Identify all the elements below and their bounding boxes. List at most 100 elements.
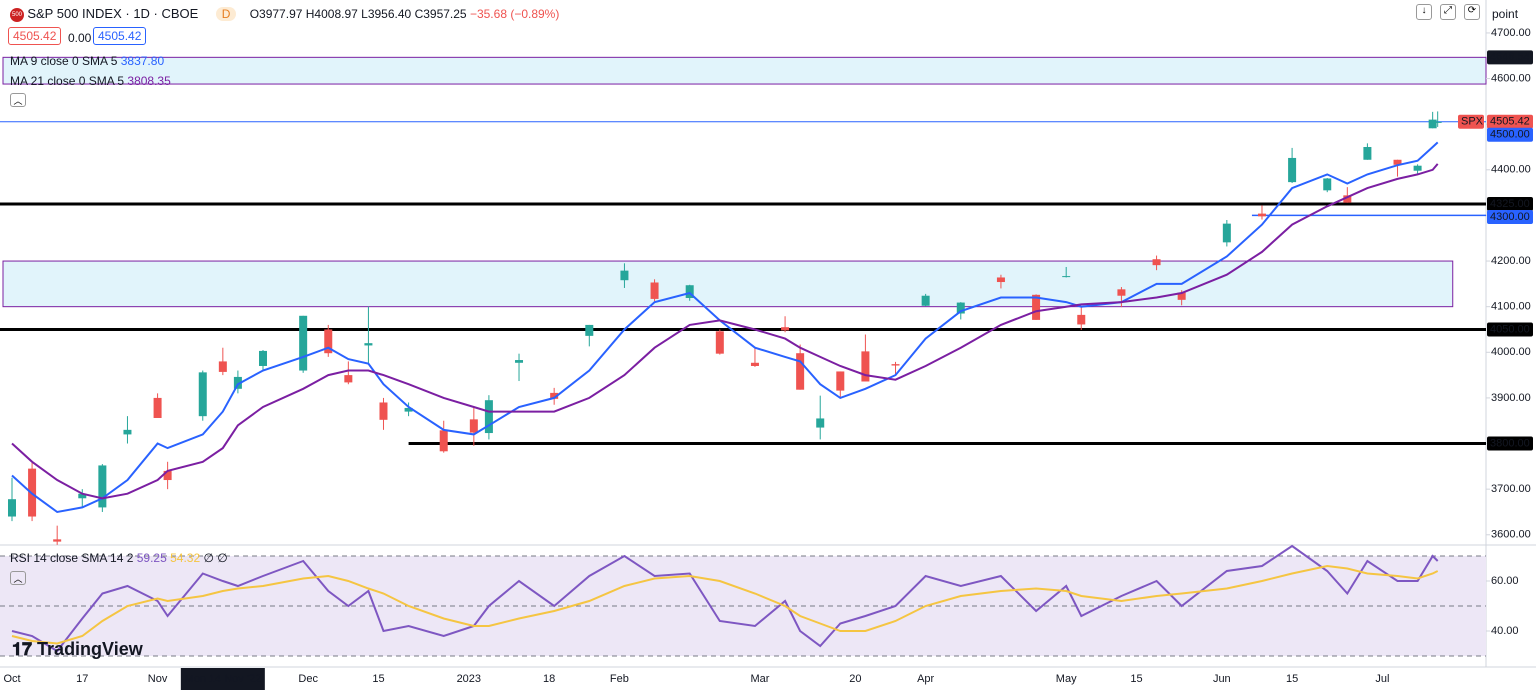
spread: 0.00 [68, 31, 92, 45]
ohlc-high: H4008.97 [305, 7, 358, 21]
candle-body [344, 375, 353, 383]
zone [2, 56, 1487, 85]
chart-title: S&P 500 INDEX · 1D · CBOE [27, 6, 199, 21]
price-tag-label: 4646.54 [1490, 51, 1530, 63]
rsi-legend: RSI 14 close SMA 14 2 59.25 54.32 ∅ ∅ [10, 551, 228, 565]
candle-body [1077, 314, 1086, 325]
candle-body [650, 282, 659, 299]
price-tag-label: 3800.00 [1490, 437, 1530, 449]
candle-body [1428, 119, 1437, 129]
ohlc-low: L3956.40 [361, 7, 412, 21]
buy-price[interactable]: 4505.42 [93, 27, 147, 45]
price-tag [1487, 127, 1533, 142]
candle-body [218, 361, 227, 372]
candle-body [715, 331, 724, 354]
ma9-label: MA 9 close 0 SMA 5 [10, 54, 118, 68]
series-line [11, 163, 1439, 500]
candle-body [1152, 259, 1161, 266]
symbol-tag [1458, 114, 1484, 129]
price-tag-label: 4325.00 [1490, 198, 1530, 210]
candle-body [515, 360, 524, 363]
y-tick-label: 4100.00 [1491, 301, 1531, 313]
price-tag-label: 4500.00 [1490, 129, 1530, 141]
ohlc-open: O3977.97 [249, 7, 303, 21]
x-tick-label: Apr [917, 673, 934, 685]
collapse-button[interactable]: ︿ [10, 93, 26, 107]
sell-price[interactable]: 4505.42 [8, 27, 62, 45]
candle-body [836, 371, 845, 391]
candle-body [1177, 292, 1186, 300]
price-tag-label: 4505.42 [1490, 116, 1530, 128]
x-tick-label: Feb [610, 673, 629, 685]
candle-body [259, 350, 267, 366]
candle-body [891, 364, 900, 366]
crosshair-date: Mon 14 Nov '22 [184, 673, 261, 685]
candle-body [1032, 294, 1041, 320]
candle-body [1257, 213, 1266, 217]
fullscreen-button[interactable]: ⤢ [1440, 4, 1456, 20]
candle-body [956, 302, 965, 314]
rsi-extra: ∅ ∅ [203, 551, 228, 565]
market-status[interactable]: D [215, 7, 237, 21]
symbol-tag-label: SPX [1461, 116, 1484, 128]
candle-body [585, 324, 594, 336]
candle-body [163, 470, 172, 481]
candle-body [78, 493, 87, 499]
candle-body [98, 465, 107, 508]
candle-body [781, 327, 790, 331]
logo: 𝟏𝟕 TradingView [12, 639, 143, 660]
price-tag [1487, 50, 1533, 65]
axis-unit[interactable]: point [1492, 7, 1519, 21]
x-tick-label: 15 [1130, 673, 1142, 685]
ma9-value: 3837.80 [120, 54, 165, 68]
candle-body [816, 418, 825, 428]
zone [2, 260, 1454, 308]
candle-body [153, 397, 162, 418]
x-tick-label: 17 [76, 673, 88, 685]
price-tag [1487, 197, 1533, 212]
price-tag [1487, 436, 1533, 451]
candle-body [685, 285, 694, 299]
rsi-label: RSI 14 close SMA 14 2 [10, 551, 134, 565]
candle-body [379, 402, 388, 420]
x-tick-label: Jul [1375, 673, 1389, 685]
y-tick-label: 4700.00 [1491, 27, 1531, 39]
y-tick-label: 60.00 [1491, 575, 1519, 587]
x-tick-label: Oct [3, 673, 20, 685]
candle-body [620, 270, 629, 281]
ma9-legend: MA 9 close 0 SMA 5 3837.80 [10, 54, 164, 68]
candle-body [198, 372, 207, 417]
y-tick-label: 3900.00 [1491, 392, 1531, 404]
rsi-value: 59.25 [136, 551, 167, 565]
ma21-value: 3808.35 [127, 74, 171, 88]
candle-body [1062, 276, 1071, 278]
series-line [11, 564, 1439, 645]
candle-body [1323, 178, 1332, 191]
rsi-ma-value: 54.32 [170, 551, 201, 565]
candle-body [8, 499, 16, 517]
x-tick-label: Nov [148, 673, 168, 685]
candle-body [484, 400, 493, 434]
candle-body [364, 343, 373, 346]
collapse-button[interactable]: ︿ [10, 571, 26, 585]
y-tick-label: 4200.00 [1491, 255, 1531, 267]
price-tag-label: 4300.00 [1490, 211, 1530, 223]
candle-body [1117, 289, 1126, 296]
price-tag [1487, 114, 1533, 129]
candle-body [750, 362, 759, 366]
candle-body [921, 295, 930, 306]
scroll-down-button[interactable]: ↓ [1416, 4, 1432, 20]
x-tick-label: 2023 [457, 673, 481, 685]
candle-body [1413, 165, 1422, 171]
ohlc-close: C3957.25 [414, 7, 467, 21]
symbol-header: 500 S&P 500 INDEX · 1D · CBOE D O3977.97… [10, 6, 559, 22]
y-tick-label: 3700.00 [1491, 483, 1531, 495]
reset-button[interactable]: ⟳ [1464, 4, 1480, 20]
crosshair-date-box [180, 668, 265, 690]
y-tick-label: 4000.00 [1491, 346, 1531, 358]
candle-body [233, 376, 242, 389]
candle-body [53, 539, 62, 542]
symbol-icon: 500 [10, 7, 24, 22]
x-tick-label: 18 [543, 673, 555, 685]
